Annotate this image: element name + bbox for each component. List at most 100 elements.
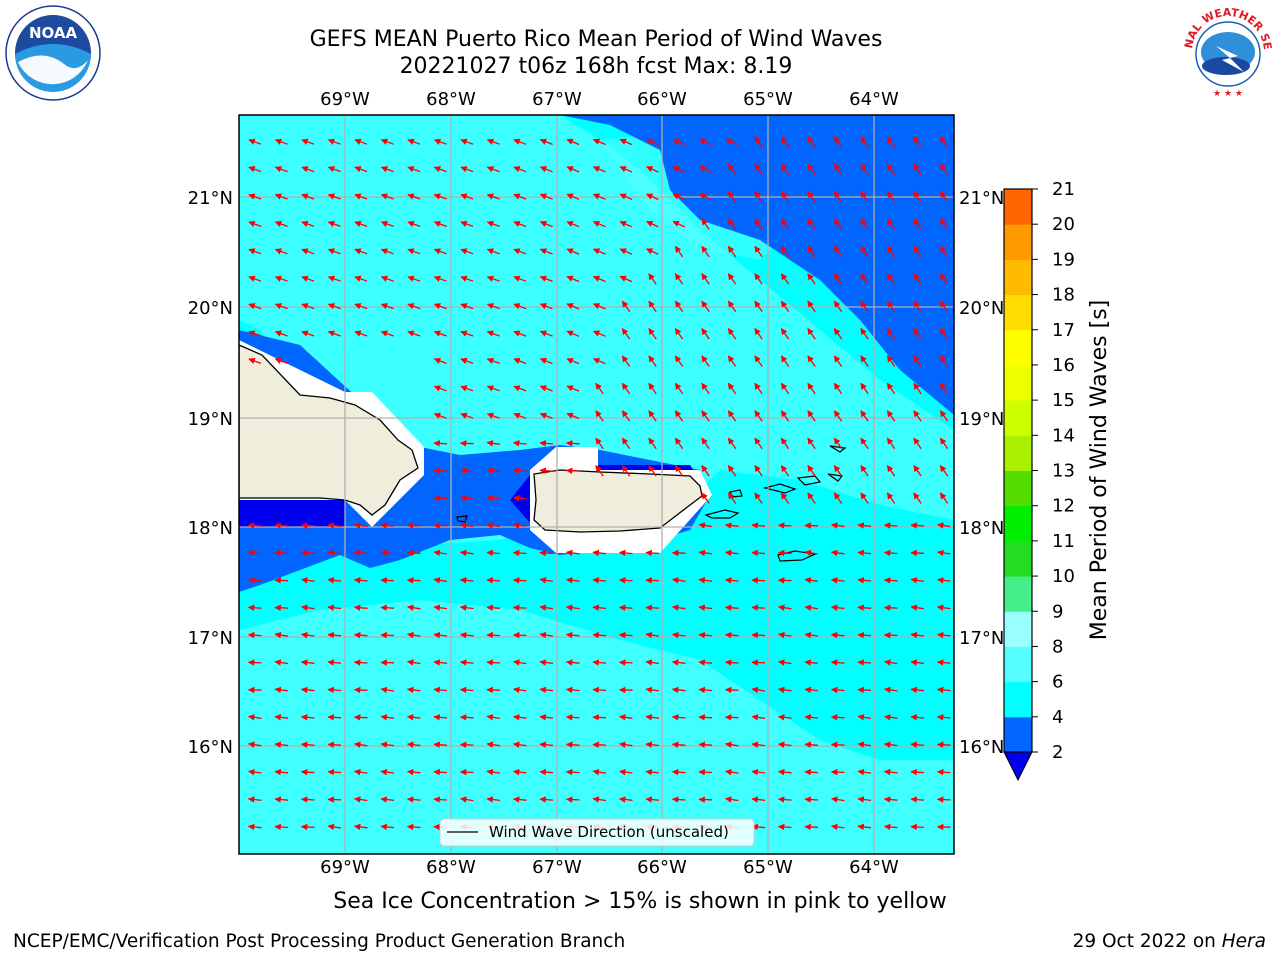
wind-wave-arrow [247,604,262,612]
lon-label-top: 65°W [743,89,793,110]
wind-wave-arrow [671,714,686,721]
wind-wave-arrow [512,604,527,612]
wind-wave-arrow [648,273,657,285]
wind-wave-arrow [886,437,896,450]
wind-wave-arrow [459,659,474,666]
wind-wave-arrow [857,714,872,721]
wind-wave-arrow [727,410,737,422]
ocean-band-6-8-north [239,115,954,545]
wind-wave-arrow [327,768,342,776]
wind-wave-arrow [274,577,289,584]
wind-wave-arrow [248,166,262,173]
wind-wave-arrow [327,823,342,831]
wind-wave-arrow [460,220,474,228]
wind-wave-arrow [459,796,474,803]
wind-wave-arrow [327,604,342,611]
wind-wave-arrow [380,631,395,639]
wind-wave-arrow [433,768,448,776]
wind-wave-arrow [539,275,553,283]
wind-wave-arrow [910,686,925,694]
wind-wave-arrow [407,303,421,310]
wind-wave-arrow [833,300,843,313]
wind-wave-arrow [595,464,604,477]
wind-wave-arrow [300,714,315,721]
wind-wave-arrow [247,714,262,721]
wind-wave-arrow [699,138,712,146]
wind-wave-arrow [910,796,925,803]
colorbar-tick-label: 19 [1052,249,1075,270]
wind-wave-arrow [833,410,843,422]
wind-wave-arrow [380,604,395,612]
wind-wave-arrow [701,355,710,367]
lon-label-bottom: 64°W [849,857,899,878]
wind-wave-arrow [727,382,737,395]
wind-wave-arrow [857,823,872,831]
wind-wave-arrow [460,412,474,419]
wind-wave-arrow [701,245,710,258]
colorbar-swatch [1004,189,1032,225]
wind-wave-arrow [592,604,607,611]
machine-name: Hera [1221,931,1266,952]
wind-wave-arrow [724,796,739,803]
wind-wave-arrow [486,714,501,721]
colorbar-swatch [1004,646,1032,683]
ocean-band-2-4-northeast [560,115,954,415]
wind-wave-arrow [913,327,922,340]
wind-wave-arrow [780,355,790,367]
wind-wave-arrow [833,327,843,340]
wind-wave-arrow [619,193,633,200]
colorbar-tick-label: 21 [1052,179,1075,200]
wind-wave-arrow [433,303,447,310]
wind-wave-arrow [513,303,527,310]
wind-wave-arrow [857,686,872,694]
wind-wave-arrow [565,741,580,749]
wind-wave-arrow [913,273,922,285]
colorbar-swatch [1004,716,1032,753]
wind-wave-arrow [777,823,792,831]
wind-wave-arrow [860,437,869,450]
wind-wave-arrow [380,303,394,310]
wind-wave-arrow [539,549,554,557]
wind-wave-arrow [936,796,951,803]
colorbar-swatch [1004,400,1032,436]
wind-wave-arrow [674,382,684,395]
wind-wave-arrow [780,163,790,176]
wind-wave-arrow [406,686,421,694]
wind-wave-arrow [648,464,657,477]
wind-wave-arrow [353,823,368,831]
wind-wave-arrow [621,382,631,395]
colorbar-tick-label: 4 [1052,707,1063,728]
wind-wave-arrow [939,163,949,176]
wind-wave-arrow [754,492,763,504]
wind-wave-arrow [674,437,684,450]
wind-wave-arrow [274,823,289,831]
wind-wave-arrow [539,357,553,365]
wind-wave-arrow [513,275,527,282]
wind-wave-arrow [566,357,580,365]
wind-wave-arrow [727,355,737,367]
wind-wave-arrow [751,741,765,748]
wind-wave-arrow [674,300,684,313]
wind-wave-arrow [592,166,606,173]
wind-wave-arrow [433,357,447,365]
wind-wave-arrow [754,410,763,422]
wind-wave-arrow [751,577,766,584]
wind-wave-arrow [433,549,448,557]
wind-wave-arrow [592,631,607,639]
wind-wave-arrow [910,714,925,721]
wind-wave-arrow [672,193,686,201]
wind-wave-arrow [486,741,500,748]
wind-wave-arrow [327,659,342,666]
wind-wave-arrow [860,355,869,367]
wind-wave-arrow [830,796,845,803]
wind-wave-arrow [936,522,951,529]
colorbar-label: Mean Period of Wind Waves [s] [1087,300,1112,640]
wind-wave-arrow [592,577,607,584]
wind-wave-arrow [939,464,949,477]
wind-wave-arrow [886,190,896,203]
wind-wave-arrow [566,275,580,283]
chart-subtitle: 20221027 t06z 168h fcst Max: 8.19 [399,54,793,79]
left-lat-labels: 21°N 20°N 19°N 18°N 17°N 16°N [188,188,233,758]
wind-wave-arrow [592,659,607,666]
wind-wave-arrow [724,741,739,748]
